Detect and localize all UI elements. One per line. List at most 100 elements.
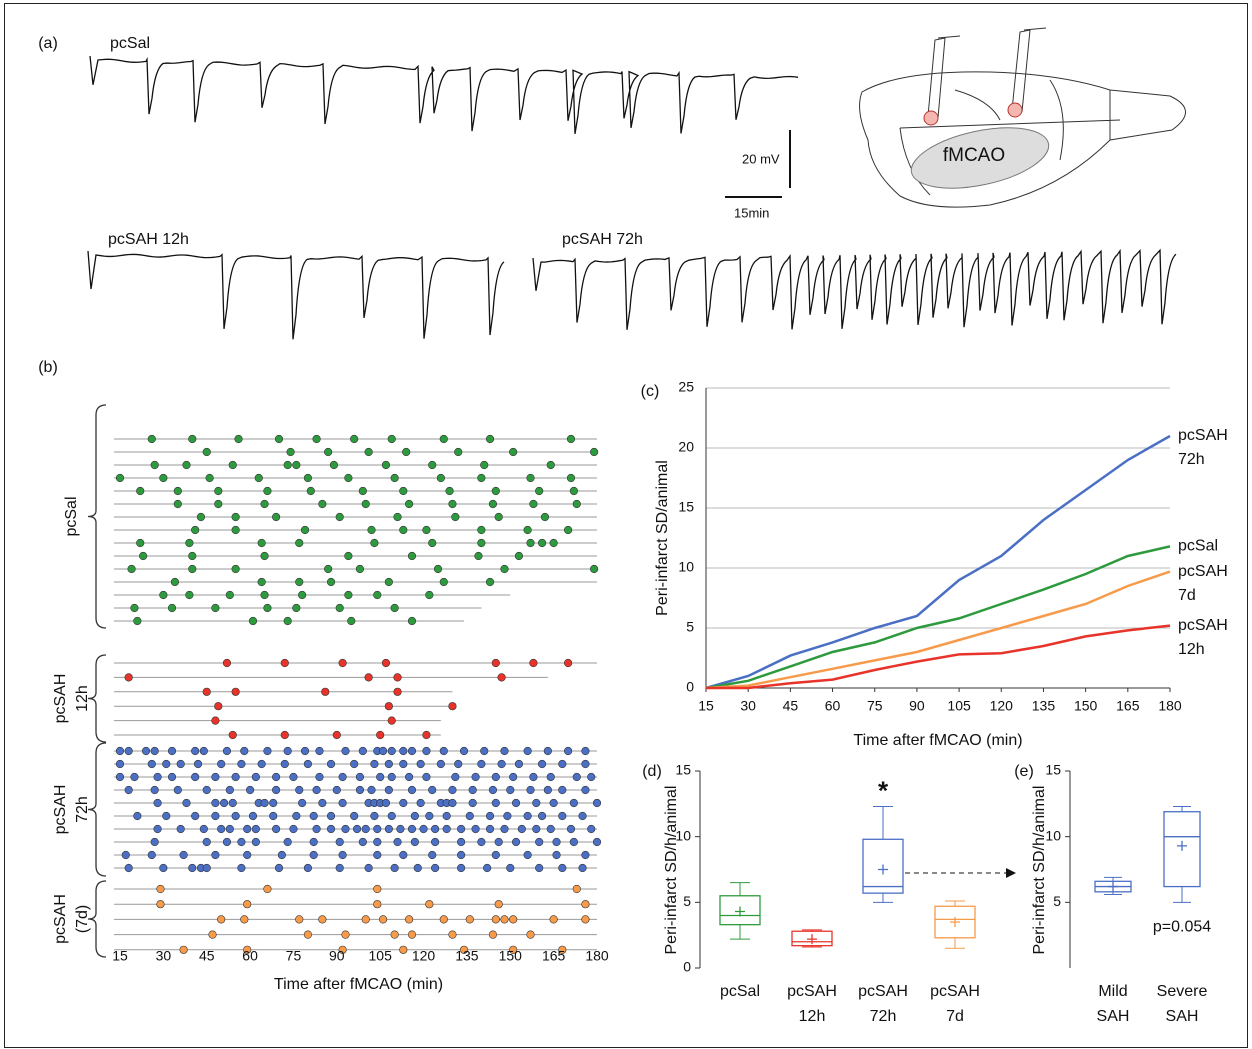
event-dot <box>378 746 388 756</box>
event-dot <box>338 945 347 954</box>
event-dot <box>532 824 541 834</box>
event-dot <box>228 460 237 470</box>
event-dot <box>263 746 272 756</box>
event-dot <box>581 785 590 795</box>
event-dot <box>468 798 477 808</box>
category-label: SAH <box>1097 1008 1130 1025</box>
event-dot <box>566 824 576 834</box>
event-dot <box>347 616 356 626</box>
event-dot <box>243 900 252 909</box>
event-dot <box>350 759 359 769</box>
event-dot <box>269 798 278 808</box>
x-tick-label: 165 <box>1116 698 1140 714</box>
event-dot <box>465 811 474 821</box>
x-tick-label: 120 <box>990 698 1014 714</box>
event-dot <box>422 525 431 535</box>
x-tick-label: 150 <box>499 948 523 964</box>
event-dot <box>373 850 382 860</box>
event-dot <box>289 824 298 834</box>
event-dot <box>581 850 590 860</box>
box <box>719 895 761 926</box>
event-dot <box>459 746 469 756</box>
event-dot <box>428 460 437 470</box>
event-dot <box>387 746 396 756</box>
x-tick-label: 15 <box>698 698 714 714</box>
event-dot <box>431 837 440 847</box>
event-dot <box>373 824 382 834</box>
event-dot <box>245 785 255 795</box>
event-dot <box>566 473 576 483</box>
event-dot <box>338 658 347 668</box>
x-tick-label: 135 <box>1032 698 1056 714</box>
event-dot <box>407 785 417 795</box>
event-dot <box>364 447 373 457</box>
event-dot <box>381 658 391 668</box>
event-dot <box>477 525 486 535</box>
event-dot <box>283 616 292 626</box>
event-dot <box>199 824 208 834</box>
event-dot <box>457 824 466 834</box>
y-tick-label: 15 <box>1045 762 1061 778</box>
event-dot <box>257 577 266 587</box>
event-dot <box>373 900 382 909</box>
event-dot <box>439 434 448 444</box>
event-dot <box>272 824 281 834</box>
event-dot <box>202 785 211 795</box>
x-tick-label: 60 <box>242 948 258 964</box>
event-dot <box>514 759 524 769</box>
event-dot <box>318 915 327 924</box>
event-dot <box>439 746 448 756</box>
series-label: 12h <box>1178 641 1205 658</box>
event-dot <box>529 772 538 782</box>
trace-label: pcSal <box>110 35 150 52</box>
mean-marker <box>950 917 960 928</box>
event-dot <box>526 538 535 548</box>
event-dot <box>526 785 535 795</box>
y-tick-label: 15 <box>678 499 694 515</box>
event-dot <box>537 759 547 769</box>
event-dot <box>295 785 304 795</box>
event-dot <box>451 512 460 522</box>
category-label: Severe <box>1157 983 1208 1000</box>
event-dot <box>141 746 151 756</box>
x-axis-title: Time after fMCAO (min) <box>853 732 1022 749</box>
event-dot <box>251 837 260 847</box>
event-dot <box>217 759 226 769</box>
event-dot <box>485 434 495 444</box>
category-label: 12h <box>799 1008 826 1025</box>
event-dot <box>390 603 399 613</box>
event-dot <box>228 798 237 808</box>
x-tick-label: 105 <box>369 948 393 964</box>
brain-schematic <box>859 27 1186 208</box>
event-dot <box>211 603 220 613</box>
x-tick-label: 165 <box>542 948 566 964</box>
event-dot <box>517 824 526 834</box>
event-dot <box>231 811 240 821</box>
event-dot <box>572 884 581 894</box>
event-dot <box>211 716 220 725</box>
event-dot <box>485 824 495 834</box>
event-dot <box>526 930 535 939</box>
x-tick-label: 180 <box>1158 698 1182 714</box>
y-tick-label: 10 <box>678 559 694 575</box>
event-dot <box>381 460 391 470</box>
series-line <box>705 570 1171 690</box>
event-dot <box>167 746 177 756</box>
x-tick-label: 75 <box>286 948 302 964</box>
group-label: pcSAH <box>52 674 69 724</box>
event-dot <box>272 785 281 795</box>
event-dot <box>537 538 547 548</box>
event-dot <box>188 551 197 561</box>
event-dot <box>578 811 587 821</box>
event-dot <box>494 512 503 522</box>
event-dot <box>428 538 437 548</box>
event-dot <box>243 850 252 860</box>
box <box>862 838 904 894</box>
event-dot <box>335 863 344 873</box>
event-dot <box>329 460 339 470</box>
x-tick-label: 90 <box>909 698 925 714</box>
event-dot <box>326 577 336 587</box>
event-dot <box>488 785 498 795</box>
event-dot <box>376 772 385 782</box>
